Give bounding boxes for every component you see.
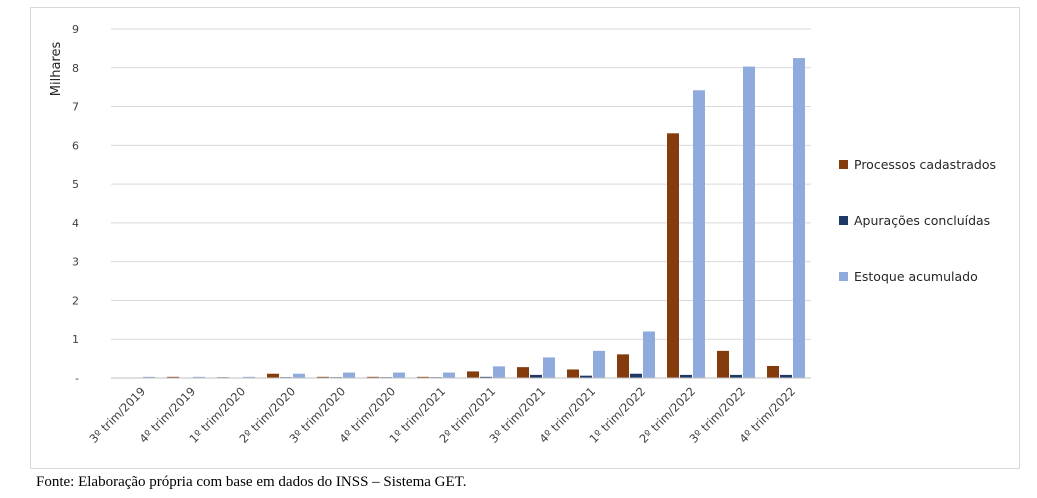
bar [780,374,792,378]
bar [367,376,379,378]
bar [580,375,592,378]
bar [517,367,529,378]
y-tick-label: 7 [72,101,79,114]
y-tick-label: 4 [72,217,79,230]
legend-label: Processos cadastrados [854,157,996,172]
bar [317,376,329,378]
bar [630,373,642,378]
bar [480,376,492,378]
bar [167,376,179,378]
bar [693,90,705,378]
bar [717,350,729,378]
y-tick-label: - [75,372,79,385]
bar [543,357,555,378]
legend-swatch [839,160,848,169]
bar [567,369,579,378]
chart-frame: -1 2 3 4 5 6 7 8 9 3º trim/2019 4º trim/2019 1º tri… [30,7,1020,469]
legend-label: Estoque acumulado [854,269,978,284]
bar [593,350,605,378]
bar [643,331,655,378]
y-axis-title: Milhares [49,42,64,97]
source-caption: Fonte: Elaboração própria com base em da… [36,474,467,490]
legend-swatch [839,272,848,281]
bar [667,133,679,378]
y-tick-label: 5 [72,178,79,191]
y-tick-label: 6 [72,139,79,152]
bar [617,354,629,378]
bar [417,376,429,378]
bar [730,374,742,378]
bar [393,372,405,378]
bar [743,66,755,378]
bar [767,365,779,378]
bar [680,374,692,378]
bar [343,372,355,378]
bar [193,376,205,378]
bar [793,58,805,378]
y-tick-label: 9 [72,23,79,36]
bar [267,373,279,378]
legend-label: Apurações concluídas [854,213,990,228]
bar [530,374,542,378]
y-tick-label: 1 [72,333,79,346]
y-tick-label: 3 [72,256,79,269]
bar [493,366,505,378]
bar [443,372,455,378]
legend-swatch [839,216,848,225]
bar [243,376,255,378]
bar [467,371,479,378]
y-tick-label: 2 [72,294,79,307]
bar [143,376,155,378]
y-tick-label: 8 [72,62,79,75]
bar [293,373,305,378]
